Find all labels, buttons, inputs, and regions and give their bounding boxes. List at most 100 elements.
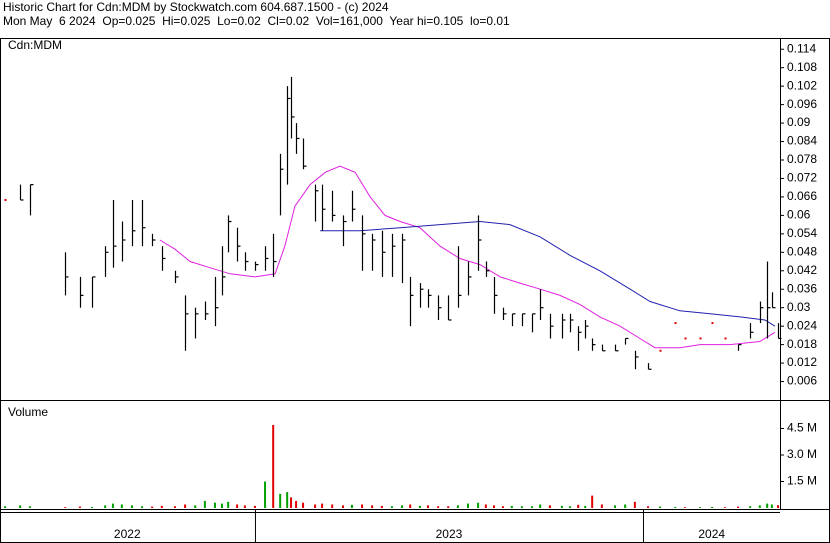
volume-bar <box>456 505 459 508</box>
y-tick-label: 0.072 <box>787 171 817 185</box>
volume-bar <box>777 505 780 508</box>
volume-bar <box>130 505 133 508</box>
y-tick-label: 0.09 <box>787 115 811 129</box>
volume-tick-label: 4.5 M <box>787 421 817 435</box>
y-tick-label: 0.054 <box>787 226 817 240</box>
volume-bar <box>401 505 404 508</box>
y-tick-label: 0.084 <box>787 134 817 148</box>
moving-average <box>159 165 776 349</box>
volume-bar <box>477 502 480 508</box>
volume-bar <box>711 506 714 508</box>
price-label: Cdn:MDM <box>8 38 62 52</box>
volume-bar <box>279 493 282 508</box>
volume-bar <box>78 506 81 508</box>
volume-bar <box>723 507 726 508</box>
volume-bar <box>447 506 450 508</box>
volume-bar <box>314 504 317 508</box>
flat-bar <box>711 322 714 325</box>
volume-bar <box>659 506 662 508</box>
flat-bar <box>724 337 727 340</box>
volume-bar <box>264 481 267 508</box>
volume-bar <box>220 503 223 508</box>
volume-bar <box>614 505 617 508</box>
volume-bar <box>569 506 572 508</box>
y-tick-label: 0.108 <box>787 60 817 74</box>
volume-bar <box>766 503 769 508</box>
volume-bar <box>371 505 374 508</box>
volume-bar <box>4 506 7 508</box>
volume-bar <box>418 505 421 508</box>
volume-bar <box>591 495 594 508</box>
volume-bar <box>577 504 580 508</box>
volume-bar <box>501 506 504 508</box>
y-tick-label: 0.078 <box>787 152 817 166</box>
volume-bar <box>624 504 627 508</box>
volume-bar <box>90 506 93 508</box>
volume-bar <box>331 504 334 508</box>
volume-tick-label: 1.5 M <box>787 474 817 488</box>
flat-bar <box>684 337 687 340</box>
volume-bar <box>674 506 677 508</box>
volume-bar <box>531 506 534 508</box>
chart-subtitle: Mon May 6 2024 Op=0.025 Hi=0.025 Lo=0.02… <box>3 14 510 28</box>
y-tick-label: 0.018 <box>787 337 817 351</box>
volume-bar <box>633 501 636 508</box>
volume-bar <box>493 505 495 508</box>
volume-bar <box>151 506 154 508</box>
volume-bar <box>484 504 487 508</box>
volume-bar <box>213 502 216 508</box>
volume-bar <box>286 492 289 508</box>
volume-bar <box>390 506 393 508</box>
volume-bar <box>194 505 197 508</box>
volume-bar <box>647 506 650 508</box>
volume-bar <box>342 505 345 508</box>
volume-bar <box>64 507 67 508</box>
volume-bar <box>737 506 740 508</box>
volume-bar <box>302 502 305 508</box>
y-tick-label: 0.024 <box>787 318 817 332</box>
volume-bar <box>683 507 686 508</box>
y-tick-label: 0.06 <box>787 208 811 222</box>
moving-average <box>320 220 776 327</box>
volume-bar <box>272 424 275 508</box>
x-tick-label: 2024 <box>698 527 725 541</box>
volume-bar <box>548 505 551 508</box>
y-tick-label: 0.03 <box>787 300 811 314</box>
volume-bar <box>227 501 230 508</box>
volume-bar <box>28 506 31 508</box>
volume-bar <box>560 505 563 508</box>
volume-bar <box>243 505 246 508</box>
x-tick-label: 2023 <box>436 527 463 541</box>
y-tick-label: 0.114 <box>787 41 816 55</box>
y-tick-label: 0.012 <box>787 355 817 369</box>
volume-bar <box>361 504 364 508</box>
y-tick-label: 0.048 <box>787 244 817 258</box>
flat-bar <box>4 199 7 201</box>
volume-bar <box>758 505 761 508</box>
flat-bar <box>699 337 702 340</box>
volume-bar <box>770 504 773 508</box>
flat-bar <box>659 349 662 352</box>
y-tick-label: 0.006 <box>787 374 817 388</box>
volume-bar <box>600 504 603 508</box>
volume-bar <box>184 504 187 508</box>
volume-bar <box>253 505 256 508</box>
y-tick-label: 0.096 <box>787 97 817 111</box>
volume-bar <box>749 506 752 508</box>
volume-bar <box>350 504 353 508</box>
volume-label: Volume <box>8 405 48 419</box>
y-tick-label: 0.102 <box>787 78 817 92</box>
flat-bar <box>674 322 677 325</box>
volume-bar <box>584 505 587 508</box>
volume-bar <box>120 504 123 508</box>
volume-bar <box>104 505 107 508</box>
volume-bar <box>111 503 114 508</box>
y-tick-label: 0.036 <box>787 281 817 295</box>
volume-bar <box>141 506 144 508</box>
volume-tick-label: 3.0 M <box>787 447 817 461</box>
volume-bar <box>437 506 440 508</box>
volume-bar <box>295 500 298 508</box>
volume-bar <box>160 505 163 508</box>
chart-title: Historic Chart for Cdn:MDM by Stockwatch… <box>3 0 389 14</box>
